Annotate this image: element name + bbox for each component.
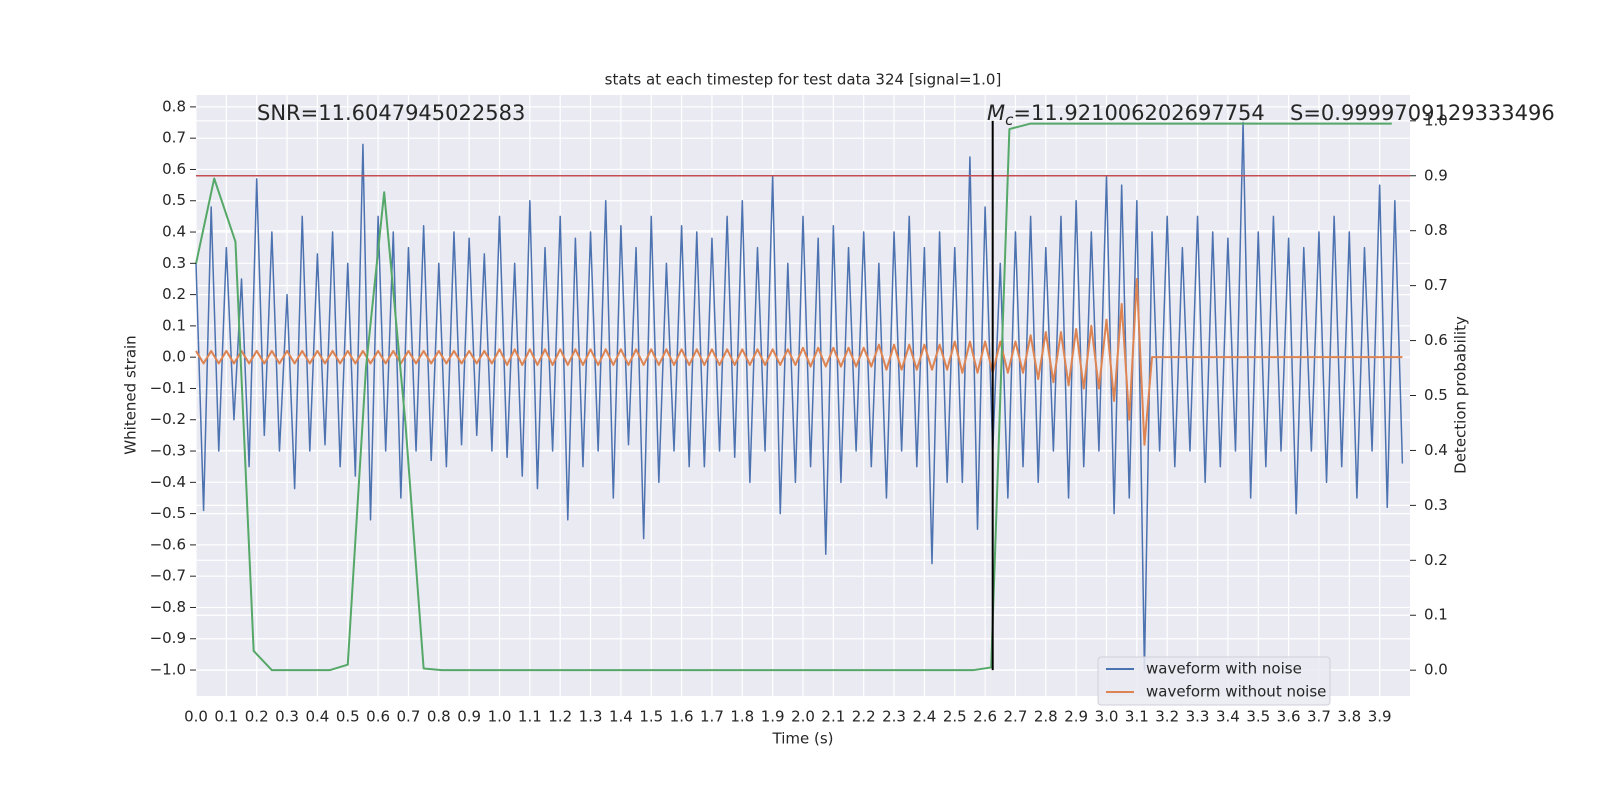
y-tick-label: −0.8 <box>150 598 186 616</box>
x-tick-label: 0.5 <box>336 708 360 726</box>
y2-tick-label: 0.5 <box>1424 386 1448 404</box>
x-tick-label: 2.6 <box>973 708 997 726</box>
x-tick-label: 2.4 <box>912 708 936 726</box>
x-tick-label: 0.8 <box>427 708 451 726</box>
y-tick-label: 0.2 <box>162 285 186 303</box>
y-tick-label: 0.5 <box>162 191 186 209</box>
x-tick-label: 2.9 <box>1064 708 1088 726</box>
snr-annotation: SNR=11.6047945022583 <box>257 101 525 125</box>
x-tick-label: 3.5 <box>1246 708 1270 726</box>
x-tick-label: 2.3 <box>882 708 906 726</box>
x-tick-label: 1.4 <box>609 708 633 726</box>
y2-tick-label: 0.3 <box>1424 496 1448 514</box>
x-tick-label: 0.0 <box>184 708 208 726</box>
y2-tick-label: 1.0 <box>1424 111 1448 129</box>
mc-symbol: M <box>987 101 1005 125</box>
x-tick-label: 0.6 <box>366 708 390 726</box>
x-axis-label: Time (s) <box>772 730 834 748</box>
y-axis-label: Whitened strain <box>122 335 140 454</box>
x-tick-label: 3.4 <box>1216 708 1240 726</box>
y-tick-label: −0.6 <box>150 535 186 553</box>
x-tick-label: 1.0 <box>488 708 512 726</box>
y2-tick-label: 0.0 <box>1424 661 1448 679</box>
x-tick-label: 1.7 <box>700 708 724 726</box>
legend-box <box>1097 656 1331 706</box>
y2-tick-label: 0.6 <box>1424 331 1448 349</box>
x-tick-label: 0.9 <box>457 708 481 726</box>
x-tick-label: 2.5 <box>943 708 967 726</box>
x-tick-label: 0.3 <box>275 708 299 726</box>
x-tick-label: 3.1 <box>1125 708 1149 726</box>
s-annotation: S=0.9999709129333496 <box>1290 101 1555 125</box>
x-tick-label: 3.3 <box>1186 708 1210 726</box>
y-tick-label: −0.3 <box>150 442 186 460</box>
x-tick-label: 2.1 <box>821 708 845 726</box>
x-tick-label: 0.7 <box>397 708 421 726</box>
y-tick-label: 0.8 <box>162 97 186 115</box>
y-tick-label: 0.4 <box>162 223 186 241</box>
grid <box>195 95 1410 696</box>
series-line <box>195 121 1404 671</box>
chart-title: stats at each timestep for test data 324… <box>605 71 1002 89</box>
x-tick-label: 1.8 <box>730 708 754 726</box>
x-tick-label: 2.7 <box>1004 708 1028 726</box>
x-tick-label: 2.8 <box>1034 708 1058 726</box>
y2-axis-label: Detection probability <box>1452 316 1470 474</box>
x-tick-label: 3.2 <box>1155 708 1179 726</box>
y2-tick-label: 0.1 <box>1424 606 1448 624</box>
x-tick-label: 3.6 <box>1277 708 1301 726</box>
series-line <box>195 277 1403 446</box>
y-tick-label: 0.7 <box>162 129 186 147</box>
mc-annotation: Mc=11.921006202697754 <box>987 101 1265 129</box>
y-tick-label: −0.4 <box>150 473 186 491</box>
y2-tick-label: 0.7 <box>1424 276 1448 294</box>
legend: waveform with noise waveform without nois… <box>1097 656 1331 706</box>
y-tick-label: 0.1 <box>162 316 186 334</box>
x-tick-label: 1.5 <box>639 708 663 726</box>
x-tick-label: 2.2 <box>852 708 876 726</box>
y-tick-label: 0.0 <box>162 348 186 366</box>
x-tick-label: 3.7 <box>1307 708 1331 726</box>
x-tick-label: 3.9 <box>1368 708 1392 726</box>
x-tick-label: 1.1 <box>518 708 542 726</box>
x-tick-label: 2.0 <box>791 708 815 726</box>
series-line <box>195 122 1392 672</box>
y2-tick-label: 0.2 <box>1424 551 1448 569</box>
x-tick-label: 3.8 <box>1337 708 1361 726</box>
x-tick-label: 0.4 <box>305 708 329 726</box>
y2-tick-label: 0.4 <box>1424 441 1448 459</box>
x-tick-label: 3.0 <box>1095 708 1119 726</box>
mc-value: =11.921006202697754 <box>1013 101 1264 125</box>
x-tick-label: 0.2 <box>245 708 269 726</box>
x-tick-label: 1.6 <box>670 708 694 726</box>
legend-label: waveform with noise <box>1146 660 1302 678</box>
y-tick-label: −0.7 <box>150 567 186 585</box>
x-tick-label: 1.2 <box>548 708 572 726</box>
x-tick-label: 1.3 <box>579 708 603 726</box>
y-tick-label: −0.1 <box>150 379 186 397</box>
y-tick-label: 0.3 <box>162 254 186 272</box>
marks <box>195 120 1410 672</box>
legend-label: waveform without noise <box>1146 683 1326 701</box>
y-tick-label: −1.0 <box>150 661 186 679</box>
y-tick-label: −0.5 <box>150 504 186 522</box>
x-tick-label: 0.1 <box>214 708 238 726</box>
mc-subscript: c <box>1005 111 1014 129</box>
y2-tick-label: 0.8 <box>1424 221 1448 239</box>
y-tick-label: −0.2 <box>150 410 186 428</box>
y-tick-label: 0.6 <box>162 160 186 178</box>
y-tick-label: −0.9 <box>150 629 186 647</box>
x-tick-label: 1.9 <box>761 708 785 726</box>
y2-tick-label: 0.9 <box>1424 166 1448 184</box>
